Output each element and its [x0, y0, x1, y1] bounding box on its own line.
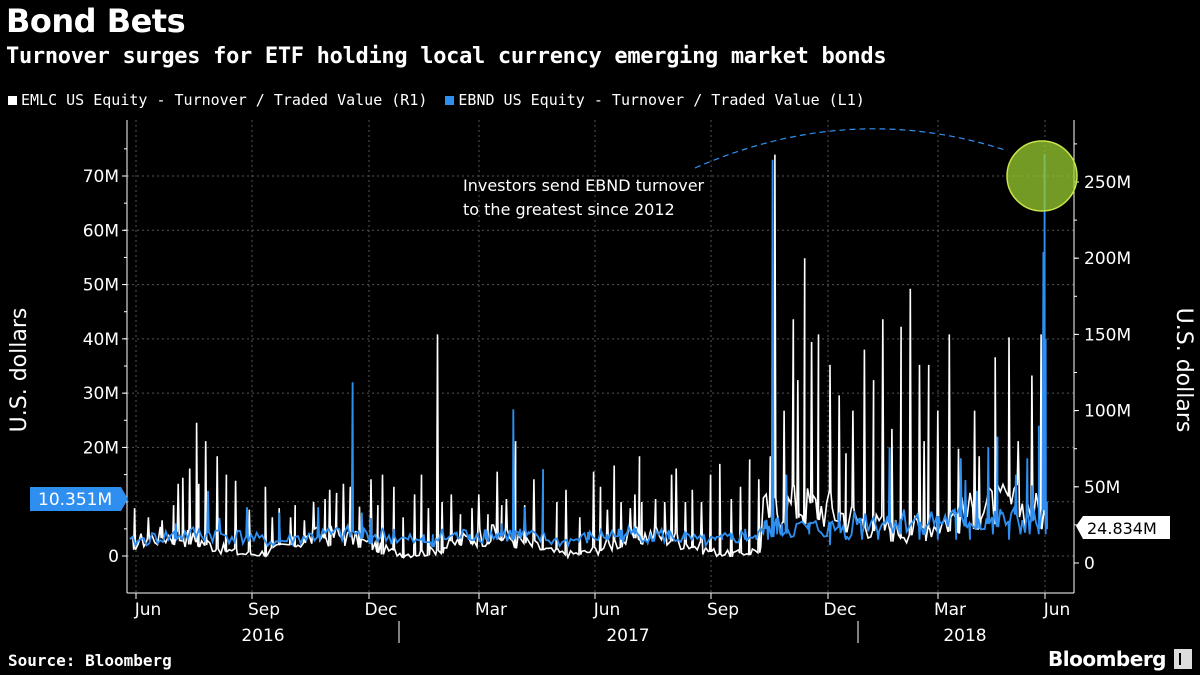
- legend: EMLC US Equity - Turnover / Traded Value…: [8, 91, 865, 109]
- x-tick-label: Sep: [707, 600, 739, 620]
- legend-item-emlc[interactable]: EMLC US Equity - Turnover / Traded Value…: [8, 91, 427, 109]
- x-tick-label: Mar: [934, 600, 966, 620]
- left-tick-label: 30M: [83, 384, 119, 404]
- x-tick-label: Jun: [593, 600, 621, 620]
- right-tick-label: 0: [1084, 554, 1095, 574]
- bloomberg-logo: Bloomberg: [1048, 647, 1166, 671]
- last-value-ebnd-text: 10.351M: [38, 490, 112, 510]
- source-note: Source: Bloomberg: [8, 651, 172, 670]
- left-tick-label: 60M: [83, 221, 119, 241]
- legend-label-emlc: EMLC US Equity - Turnover / Traded Value…: [21, 91, 428, 109]
- legend-swatch-emlc: [8, 95, 17, 105]
- highlight-circle: [1006, 140, 1078, 212]
- left-tick-label: 20M: [83, 438, 119, 458]
- year-label: 2018: [943, 626, 986, 646]
- left-tick-label: 50M: [83, 276, 119, 296]
- legend-swatch-ebnd: [445, 95, 455, 105]
- x-tick-label: Dec: [365, 600, 398, 620]
- chart-subtitle: Turnover surges for ETF holding local cu…: [6, 44, 887, 69]
- right-tick-label: 200M: [1084, 249, 1131, 269]
- x-tick-label: Sep: [248, 600, 280, 620]
- x-tick-label: Jun: [1043, 600, 1071, 620]
- right-tick-label: 50M: [1084, 478, 1120, 498]
- left-axis-label: U.S. dollars: [7, 308, 32, 433]
- bloomberg-terminal-icon: [1174, 649, 1192, 669]
- legend-item-ebnd[interactable]: EBND US Equity - Turnover / Traded Value…: [445, 91, 865, 109]
- last-value-emlc-text: 24.834M: [1087, 519, 1157, 538]
- right-axis-label: U.S. dollars: [1171, 308, 1196, 433]
- annotation-arrow: [694, 128, 1006, 169]
- x-tick-label: Mar: [475, 600, 507, 620]
- legend-label-ebnd: EBND US Equity - Turnover / Traded Value…: [458, 91, 865, 109]
- x-tick-label: Jun: [134, 600, 162, 620]
- chart-title: Bond Bets: [6, 2, 186, 40]
- left-tick-label: 40M: [83, 330, 119, 350]
- axes: [122, 120, 1079, 643]
- tick-labels: 010M20M30M40M50M60M70M050M100M150M200M25…: [83, 167, 1131, 646]
- last-value-ebnd: 10.351M: [30, 487, 128, 511]
- annotation-line-2: to the greatest since 2012: [463, 200, 675, 219]
- year-label: 2016: [241, 626, 284, 646]
- x-tick-label: Dec: [824, 600, 857, 620]
- left-tick-label: 70M: [83, 167, 119, 187]
- right-tick-label: 100M: [1084, 402, 1131, 422]
- right-tick-label: 150M: [1084, 325, 1131, 345]
- year-label: 2017: [606, 626, 649, 646]
- right-tick-label: 250M: [1084, 173, 1131, 193]
- annotation-line-1: Investors send EBND turnover: [463, 176, 705, 195]
- last-value-emlc: 24.834M: [1076, 516, 1170, 539]
- left-tick-label: 0: [108, 547, 119, 567]
- series-ebnd: [129, 154, 1048, 550]
- series-line-ebnd: [129, 154, 1048, 550]
